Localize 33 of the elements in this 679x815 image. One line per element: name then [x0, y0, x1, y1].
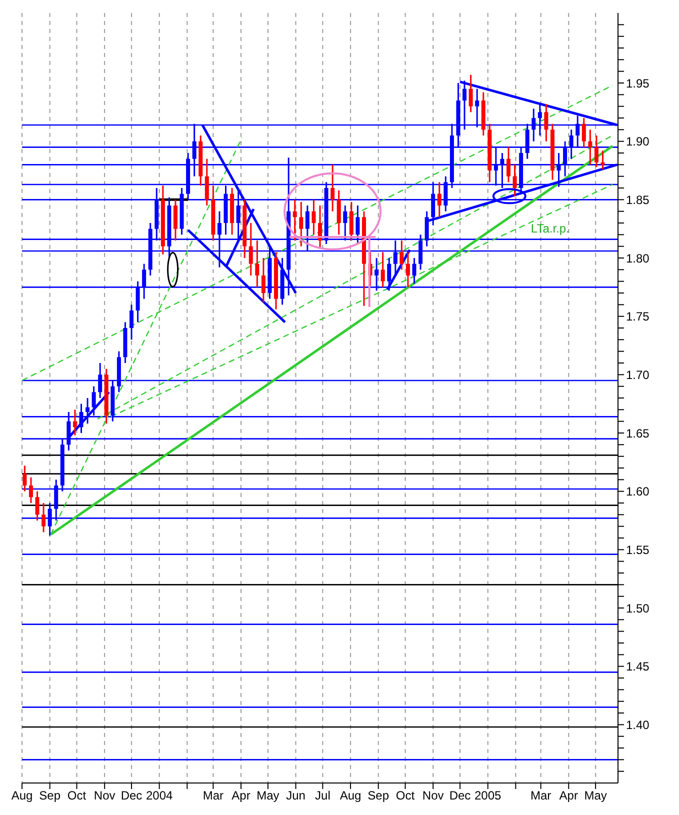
- x-tick-label: Aug: [11, 788, 33, 803]
- y-tick-label: 1.90: [626, 134, 650, 149]
- x-tick-label: Nov: [422, 788, 444, 803]
- x-tick-label: Aug: [340, 788, 362, 803]
- x-tick-label: Nov: [94, 788, 116, 803]
- x-tick-label: Dec: [120, 788, 142, 803]
- x-tick-label: Oct: [67, 788, 87, 803]
- x-tick-label: May: [584, 788, 607, 803]
- x-tick-label: 2005: [474, 788, 502, 803]
- x-tick-label: Mar: [530, 788, 552, 803]
- y-tick-label: 1.70: [626, 368, 650, 382]
- y-tick-label: 1.75: [626, 310, 650, 324]
- x-tick-label: May: [256, 788, 280, 803]
- x-tick-label: Jul: [315, 788, 330, 803]
- x-tick-label: Oct: [396, 788, 416, 803]
- x-tick-label: Sep: [39, 788, 61, 803]
- y-tick-label: 1.85: [626, 192, 650, 207]
- x-tick-label: Apr: [232, 788, 250, 803]
- y-tick-label: 1.55: [626, 542, 650, 557]
- x-tick-label: Mar: [202, 788, 224, 803]
- y-tick-label: 1.50: [626, 601, 650, 616]
- y-tick-label: 1.95: [626, 76, 650, 90]
- x-tick-label: Dec: [449, 788, 471, 803]
- y-tick-label: 1.60: [626, 484, 650, 499]
- x-tick-label: Jun: [286, 788, 306, 803]
- x-tick-label: 2004: [146, 788, 173, 803]
- y-tick-label: 1.40: [626, 718, 650, 732]
- y-tick-label: 1.45: [626, 660, 650, 674]
- x-tick-label: Apr: [559, 788, 578, 803]
- y-tick-label: 1.65: [626, 426, 650, 440]
- x-tick-label: Sep: [368, 788, 390, 803]
- annotation: LTa.r.p.: [530, 221, 570, 236]
- y-tick-label: 1.80: [626, 251, 650, 266]
